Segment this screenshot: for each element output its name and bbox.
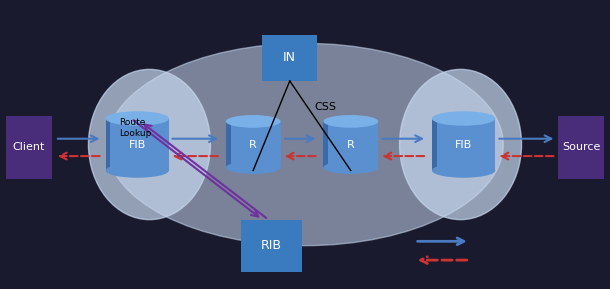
Ellipse shape [400,69,522,220]
Text: RIB: RIB [261,239,282,252]
Text: Route
Lookup: Route Lookup [119,118,151,138]
Text: R: R [347,140,354,149]
Ellipse shape [323,161,378,174]
Text: FIB: FIB [455,140,472,149]
Polygon shape [106,118,110,171]
Ellipse shape [432,163,495,178]
Bar [432,118,495,171]
Polygon shape [323,121,328,168]
Text: Client: Client [13,142,45,152]
Text: Source: Source [562,142,600,152]
Ellipse shape [107,43,503,246]
Polygon shape [226,121,231,168]
Ellipse shape [226,115,281,128]
FancyBboxPatch shape [262,35,317,81]
Ellipse shape [226,161,281,174]
Bar [106,118,169,171]
Bar [323,121,378,168]
Text: CSS: CSS [314,102,336,112]
Ellipse shape [106,111,169,126]
Text: FIB: FIB [129,140,146,149]
Ellipse shape [323,115,378,128]
Ellipse shape [432,111,495,126]
Polygon shape [432,118,437,171]
Ellipse shape [106,163,169,178]
FancyBboxPatch shape [558,116,604,179]
Bar [226,121,281,168]
FancyBboxPatch shape [6,116,52,179]
Text: R: R [249,140,257,149]
Text: IN: IN [283,51,296,64]
Ellipse shape [88,69,210,220]
FancyBboxPatch shape [241,220,302,272]
